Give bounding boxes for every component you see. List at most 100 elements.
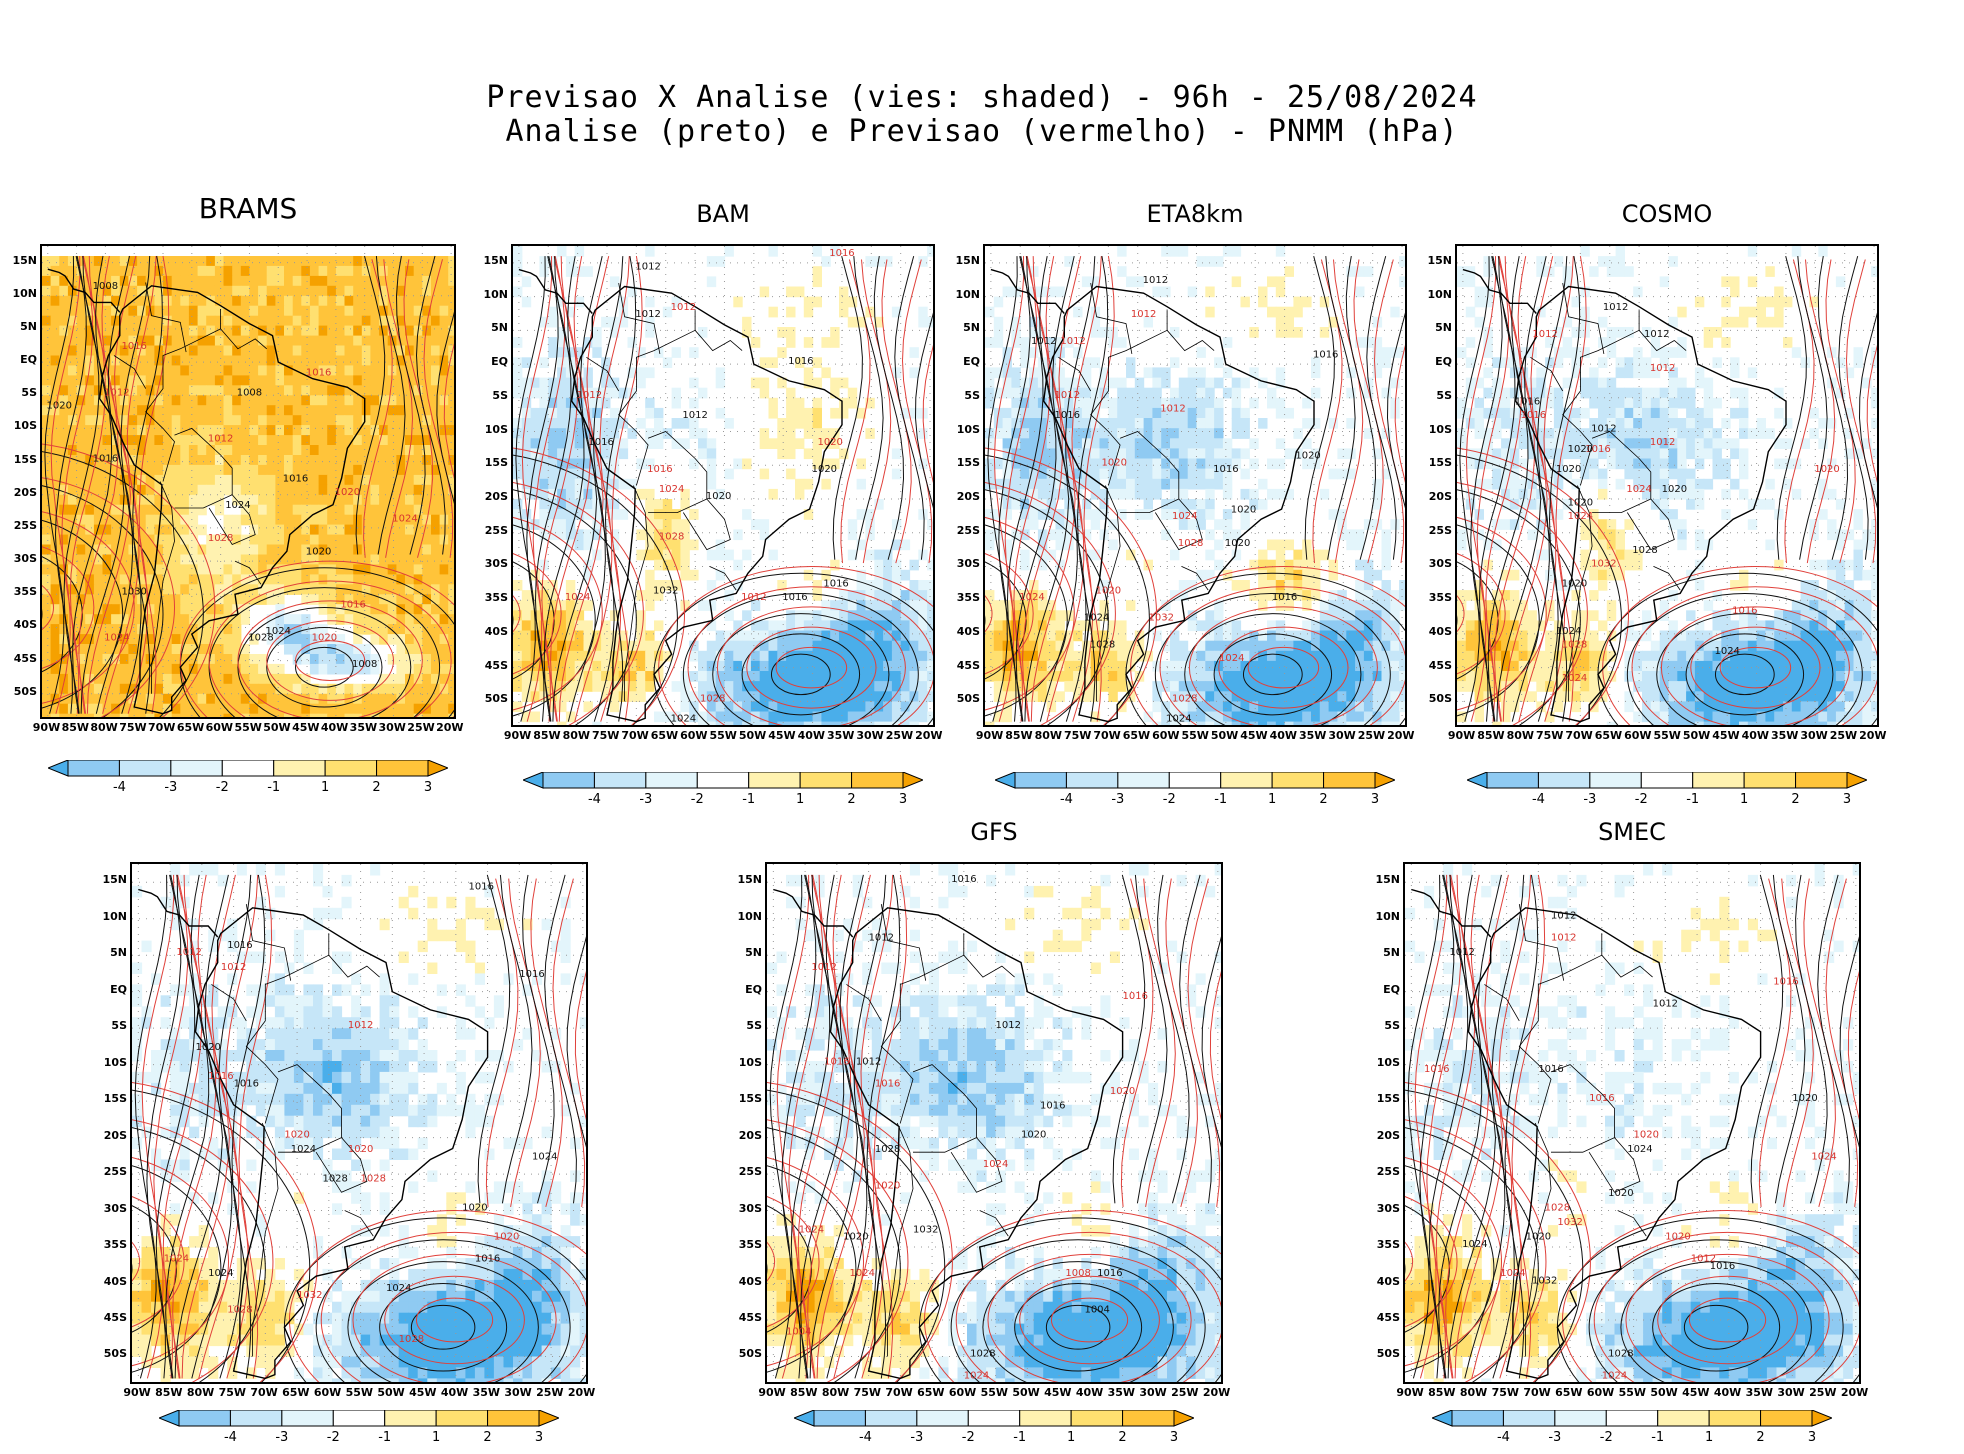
isobar-label: 1012: [996, 1020, 1021, 1031]
lat-tick-label: 5S: [21, 386, 37, 399]
isobar-label: 1024: [532, 1151, 557, 1162]
lat-tick-label: 30S: [14, 552, 37, 565]
lon-tick-label: 20W: [1387, 729, 1414, 742]
colorbar-segment: [814, 1410, 865, 1426]
isobar-label: 1016: [824, 1057, 849, 1068]
isobar-label: 1012: [104, 387, 129, 398]
lon-tick-label: 25W: [1809, 1386, 1836, 1399]
isobar-label: 1004: [786, 1327, 811, 1338]
lat-tick-label: 15S: [1377, 1092, 1400, 1105]
lat-tick-label: 35S: [1429, 591, 1452, 604]
colorbar-label: -4: [224, 1430, 237, 1445]
colorbar-label: -3: [910, 1430, 923, 1445]
lon-tick-label: 25W: [536, 1386, 563, 1399]
colorbar-label: 2: [847, 792, 855, 807]
lon-tick-label: 75W: [592, 729, 619, 742]
lon-tick-label: 50W: [1683, 729, 1710, 742]
colorbar-segment: [539, 1410, 559, 1426]
isobar-label: 1024: [1562, 673, 1587, 684]
lon-tick-label: 75W: [1536, 729, 1563, 742]
lon-tick-label: 85W: [155, 1386, 182, 1399]
isobar-label: 1024: [983, 1159, 1008, 1170]
lat-tick-label: 10N: [12, 287, 37, 300]
lat-tick-label: 45S: [1377, 1311, 1400, 1324]
lat-tick-label: 15N: [737, 873, 762, 886]
isobar-label: 1016: [1055, 410, 1080, 421]
colorbar-segment: [543, 772, 594, 788]
isobar-label: 1028: [1545, 1203, 1570, 1214]
lon-tick-label: 30W: [504, 1386, 531, 1399]
lat-tick-label: 40S: [739, 1275, 762, 1288]
colorbar-segment: [1452, 1410, 1503, 1426]
isobar-label: 1020: [47, 401, 72, 412]
colorbar-label: 1: [321, 780, 329, 795]
isobar-label: 1024: [671, 714, 696, 725]
lon-tick-label: 30W: [856, 729, 883, 742]
lon-tick-label: 90W: [976, 729, 1003, 742]
isobar-label: 1020: [1634, 1130, 1659, 1141]
colorbar-segment: [1375, 772, 1395, 788]
lat-tick-label: EQ: [963, 355, 980, 368]
lon-tick-label: 90W: [1396, 1386, 1423, 1399]
lat-tick-label: 40S: [14, 618, 37, 631]
panel-title: SMEC: [1403, 818, 1861, 846]
lon-tick-label: 90W: [33, 721, 60, 734]
colorbar-label: -3: [639, 792, 652, 807]
colorbar-segment: [1796, 772, 1847, 788]
lat-tick-label: 10N: [102, 910, 127, 923]
isobar-label: 1020: [812, 464, 837, 475]
lon-tick-label: 25W: [407, 721, 434, 734]
isobar-label: 1016: [1424, 1064, 1449, 1075]
colorbar-segment: [1118, 772, 1169, 788]
colorbar-segment: [48, 760, 68, 776]
colorbar: -4-3-2-11234: [48, 760, 448, 804]
lat-tick-label: 35S: [14, 585, 37, 598]
panel-title: BAM: [511, 200, 935, 228]
lat-tick-label: 5N: [1435, 321, 1452, 334]
isobar-label: 1016: [469, 882, 494, 893]
panel-title: GFS: [765, 818, 1223, 846]
lat-tick-label: 50S: [739, 1347, 762, 1360]
colorbar-label: 1: [796, 792, 804, 807]
colorbar-svg: -4-3-2-11234: [995, 772, 1395, 812]
lat-tick-label: 10S: [485, 423, 508, 436]
isobar-label: 1016: [234, 1079, 259, 1090]
isobar-label: 1028: [970, 1348, 995, 1359]
colorbar-segment: [1761, 1410, 1812, 1426]
lon-tick-label: 55W: [346, 1386, 373, 1399]
isobar-label: 1012: [176, 947, 201, 958]
lat-tick-label: 5N: [963, 321, 980, 334]
lat-tick-label: 35S: [1377, 1238, 1400, 1251]
lon-tick-label: 25W: [1358, 729, 1385, 742]
lon-tick-label: 70W: [885, 1386, 912, 1399]
lat-tick-label: 5S: [111, 1019, 127, 1032]
colorbar-segment: [1432, 1410, 1452, 1426]
lat-tick-label: 5N: [20, 320, 37, 333]
isobar-label: 1024: [1500, 1268, 1525, 1279]
lon-tick-label: 75W: [219, 1386, 246, 1399]
isobar-label: 1012: [682, 410, 707, 421]
colorbar-segment: [917, 1410, 968, 1426]
colorbar-segment: [1847, 772, 1867, 788]
isobar-label: 1028: [227, 1305, 252, 1316]
isobar-label: 1016: [121, 341, 146, 352]
colorbar-segment: [119, 760, 170, 776]
isobar-label: 1016: [875, 1079, 900, 1090]
colorbar-label: -1: [1686, 792, 1699, 807]
lat-tick-label: 15N: [1375, 873, 1400, 886]
isobar-label: 1020: [462, 1203, 487, 1214]
colorbar-label: -1: [1651, 1430, 1664, 1445]
isobar-label: 1012: [869, 933, 894, 944]
lon-tick-label: 75W: [854, 1386, 881, 1399]
isobar-label: 1012: [348, 1020, 373, 1031]
lat-tick-label: 50S: [485, 692, 508, 705]
lon-tick-label: 65W: [1595, 729, 1622, 742]
isobar-label: 1028: [659, 531, 684, 542]
lon-tick-label: 50W: [377, 1386, 404, 1399]
isobar-label: 1016: [1538, 1064, 1563, 1075]
colorbar-label: -1: [378, 1430, 391, 1445]
